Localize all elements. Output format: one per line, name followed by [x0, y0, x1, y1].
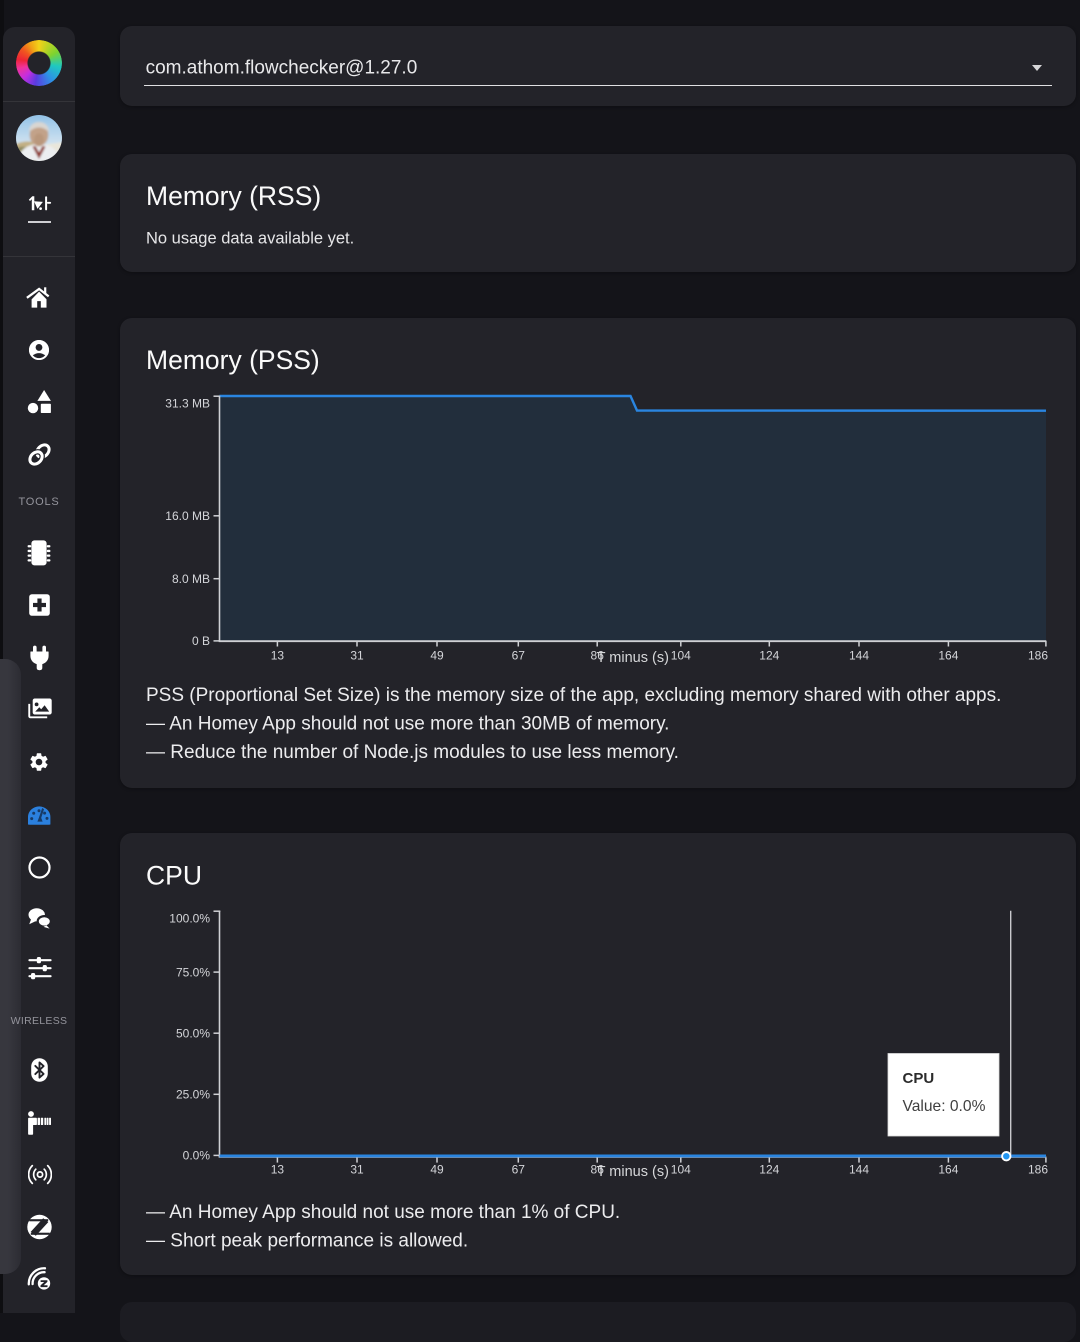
svg-text:— An Homey App should not use: — An Homey App should not use more than … [146, 1202, 620, 1223]
svg-text:13: 13 [271, 648, 285, 662]
svg-text:— Reduce the number of Node.js: — Reduce the number of Node.js modules t… [146, 742, 679, 763]
svg-text:86: 86 [591, 1162, 605, 1176]
svg-text:13: 13 [271, 1162, 285, 1176]
svg-text:No usage data available yet.: No usage data available yet. [146, 229, 354, 247]
svg-text:CPU: CPU [903, 1070, 935, 1087]
svg-text:104: 104 [671, 648, 691, 662]
svg-text:186: 186 [1028, 1162, 1048, 1176]
svg-text:144: 144 [849, 1162, 869, 1176]
svg-text:Memory (PSS): Memory (PSS) [146, 345, 320, 375]
svg-text:Memory (RSS): Memory (RSS) [146, 181, 321, 211]
svg-text:86: 86 [591, 648, 605, 662]
svg-text:0.0%: 0.0% [183, 1149, 211, 1163]
svg-text:164: 164 [938, 648, 958, 662]
svg-text:164: 164 [938, 1162, 958, 1176]
svg-text:100.0%: 100.0% [169, 911, 210, 925]
svg-text:50.0%: 50.0% [176, 1027, 210, 1041]
svg-text:186: 186 [1028, 648, 1048, 662]
svg-text:31: 31 [350, 648, 364, 662]
svg-text:0 B: 0 B [192, 634, 210, 648]
svg-text:124: 124 [759, 648, 779, 662]
svg-text:67: 67 [512, 648, 526, 662]
svg-text:T minus (s): T minus (s) [597, 650, 669, 666]
svg-text:8.0 MB: 8.0 MB [172, 572, 210, 586]
svg-text:144: 144 [849, 648, 869, 662]
svg-text:com.athom.flowchecker@1.27.0: com.athom.flowchecker@1.27.0 [146, 58, 418, 79]
svg-text:31.3 MB: 31.3 MB [165, 396, 210, 410]
svg-text:PSS (Proportional Set Size) is: PSS (Proportional Set Size) is the memor… [146, 685, 1001, 706]
svg-text:T minus (s): T minus (s) [597, 1164, 669, 1180]
svg-text:CPU: CPU [146, 861, 202, 891]
svg-text:49: 49 [430, 1162, 444, 1176]
svg-text:104: 104 [671, 1162, 691, 1176]
svg-text:Value: 0.0%: Value: 0.0% [903, 1098, 986, 1115]
svg-text:124: 124 [759, 1162, 779, 1176]
svg-text:31: 31 [350, 1162, 364, 1176]
svg-text:16.0 MB: 16.0 MB [165, 509, 210, 523]
svg-text:49: 49 [430, 648, 444, 662]
svg-text:75.0%: 75.0% [176, 965, 210, 979]
svg-text:— Short peak performance is al: — Short peak performance is allowed. [146, 1231, 468, 1252]
svg-text:— An Homey App should not use: — An Homey App should not use more than … [146, 713, 669, 734]
svg-text:67: 67 [512, 1162, 526, 1176]
svg-text:25.0%: 25.0% [176, 1088, 210, 1102]
